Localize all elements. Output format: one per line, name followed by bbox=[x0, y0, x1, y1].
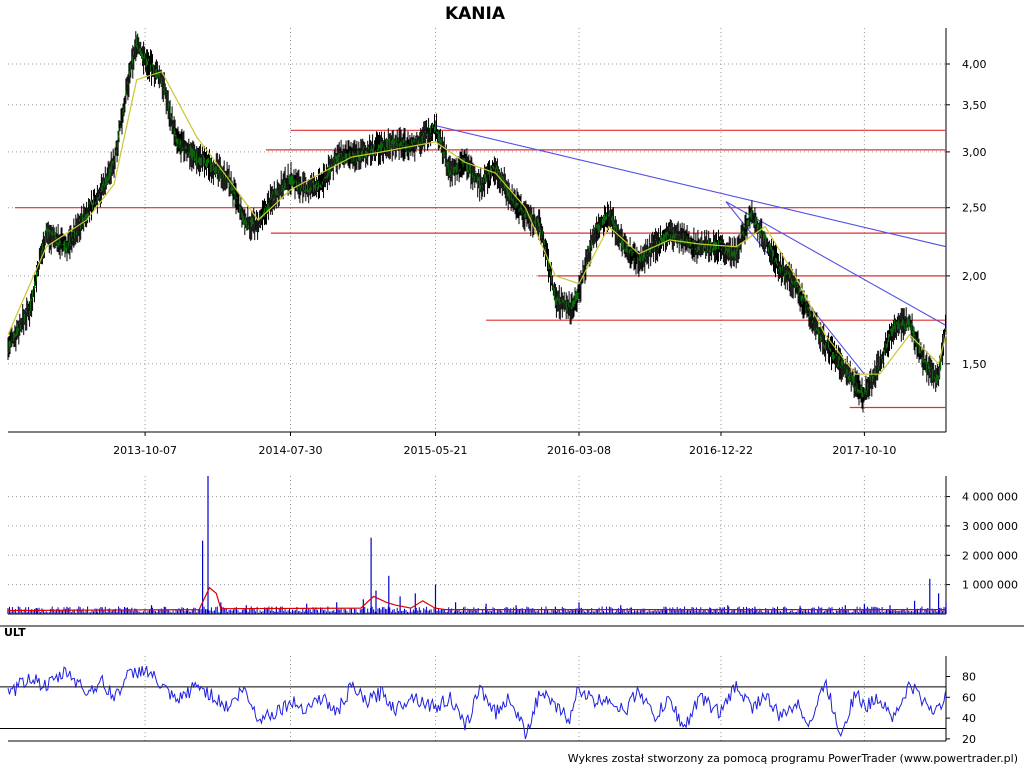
volume-y-tick-label: 4 000 000 bbox=[962, 491, 1018, 504]
indicator-y-tick-label: 40 bbox=[962, 712, 976, 725]
moving-average-line bbox=[7, 70, 947, 375]
price-y-tick-label: 2,50 bbox=[962, 202, 987, 215]
footer-credit: Wykres został stworzony za pomocą progra… bbox=[568, 752, 1018, 765]
trend-line bbox=[435, 125, 947, 248]
volume-average-line bbox=[7, 586, 946, 612]
volume-y-tick-label: 1 000 000 bbox=[962, 579, 1018, 592]
x-tick-label: 2017-10-10 bbox=[832, 444, 896, 457]
x-tick-label: 2014-07-30 bbox=[259, 444, 323, 457]
price-y-tick-label: 2,00 bbox=[962, 270, 987, 283]
price-y-tick-label: 1,50 bbox=[962, 358, 987, 371]
price-y-tick-label: 4,00 bbox=[962, 58, 987, 71]
price-y-tick-label: 3,00 bbox=[962, 146, 987, 159]
x-tick-label: 2016-03-08 bbox=[547, 444, 611, 457]
indicator-y-tick-label: 80 bbox=[962, 671, 976, 684]
price-y-tick-label: 3,50 bbox=[962, 99, 987, 112]
indicator-y-tick-label: 20 bbox=[962, 733, 976, 746]
x-tick-label: 2016-12-22 bbox=[689, 444, 753, 457]
plot-layer: 2013-10-07 2014-07-30 2015-05-21 2016-03-08… bbox=[0, 28, 1024, 746]
x-tick-label: 2015-05-21 bbox=[404, 444, 468, 457]
chart-title: KANIA bbox=[445, 4, 506, 24]
x-tick-label: 2013-10-07 bbox=[113, 444, 177, 457]
indicator-label: ULT bbox=[4, 626, 26, 639]
volume-y-tick-label: 2 000 000 bbox=[962, 549, 1018, 562]
trend-line bbox=[725, 201, 947, 326]
indicator-y-tick-label: 60 bbox=[962, 691, 976, 704]
ult-line bbox=[7, 665, 946, 740]
volume-y-tick-label: 3 000 000 bbox=[962, 520, 1018, 533]
